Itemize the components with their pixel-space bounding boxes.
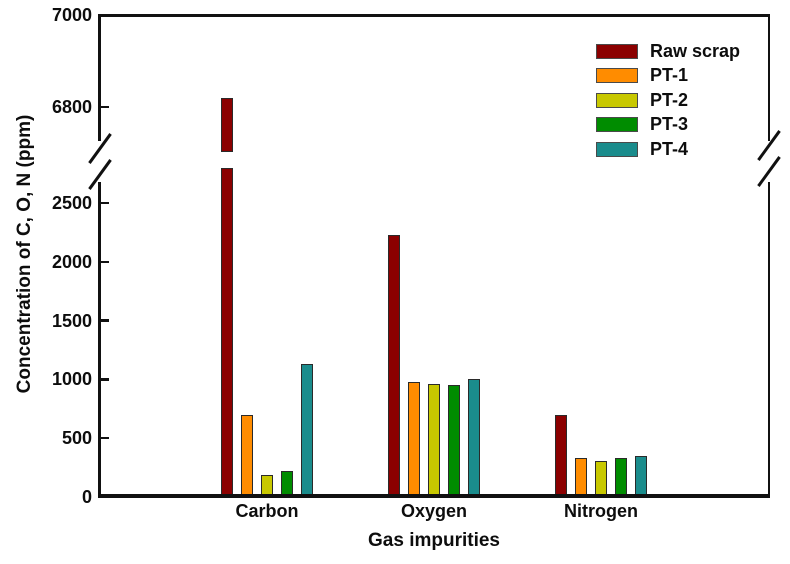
bar [241,414,253,496]
y-tick-mark [100,319,109,322]
y-tick-label: 6800 [51,97,92,117]
x-category-label: Oxygen [400,501,468,521]
legend-label: PT-2 [650,89,689,110]
legend-swatch [596,141,638,157]
y-tick-label: 0 [81,487,92,507]
y-tick-label: 500 [61,428,92,449]
y-tick-mark [100,105,109,109]
plot-top-border [98,14,770,17]
right-spine-upper [767,14,770,141]
bar [281,471,293,496]
legend-label: PT-3 [650,114,689,135]
right-spine-lower [767,182,770,497]
y-tick-label: 1500 [51,310,92,331]
legend-item: PT-3 [596,113,740,138]
legend-item: PT-4 [596,137,740,162]
bar [635,456,647,496]
bar-segment-upper [221,97,233,152]
y-tick-mark [100,378,109,381]
legend-label: PT-1 [650,65,689,86]
legend-swatch [596,43,638,59]
x-axis-line [98,494,770,498]
bar [448,385,460,496]
legend-swatch [596,68,638,84]
legend-swatch [596,92,638,108]
bar [575,458,587,496]
bar [428,383,440,496]
bar [468,379,480,496]
y-tick-mark [100,436,109,440]
bar [388,234,400,496]
y-tick-mark [100,260,109,264]
legend-swatch [596,117,638,133]
bar-segment-lower [221,168,233,496]
legend: Raw scrap PT-1 PT-2 PT-3 PT-4 [596,39,740,162]
legend-item: Raw scrap [596,39,740,64]
bar [595,460,607,496]
x-category-label: Carbon [235,501,299,521]
y-tick-label: 2500 [51,193,92,213]
y-tick-mark [100,201,109,205]
y-tick-label: 1000 [51,369,92,390]
bar [408,382,420,496]
x-axis-title: Gas impurities [368,530,500,551]
legend-item: PT-2 [596,88,740,113]
y-axis-spine-upper [98,14,101,141]
bar [301,364,313,496]
x-category-label: Nitrogen [564,501,638,521]
y-tick-label: 2000 [51,251,92,272]
legend-label: Raw scrap [650,40,741,61]
y-tick-label: 7000 [51,5,92,25]
bar [615,458,627,496]
bar [555,414,567,496]
legend-item: PT-1 [596,64,740,89]
y-axis-spine-lower [98,182,101,497]
legend-label: PT-4 [650,138,689,159]
bar [261,474,273,496]
